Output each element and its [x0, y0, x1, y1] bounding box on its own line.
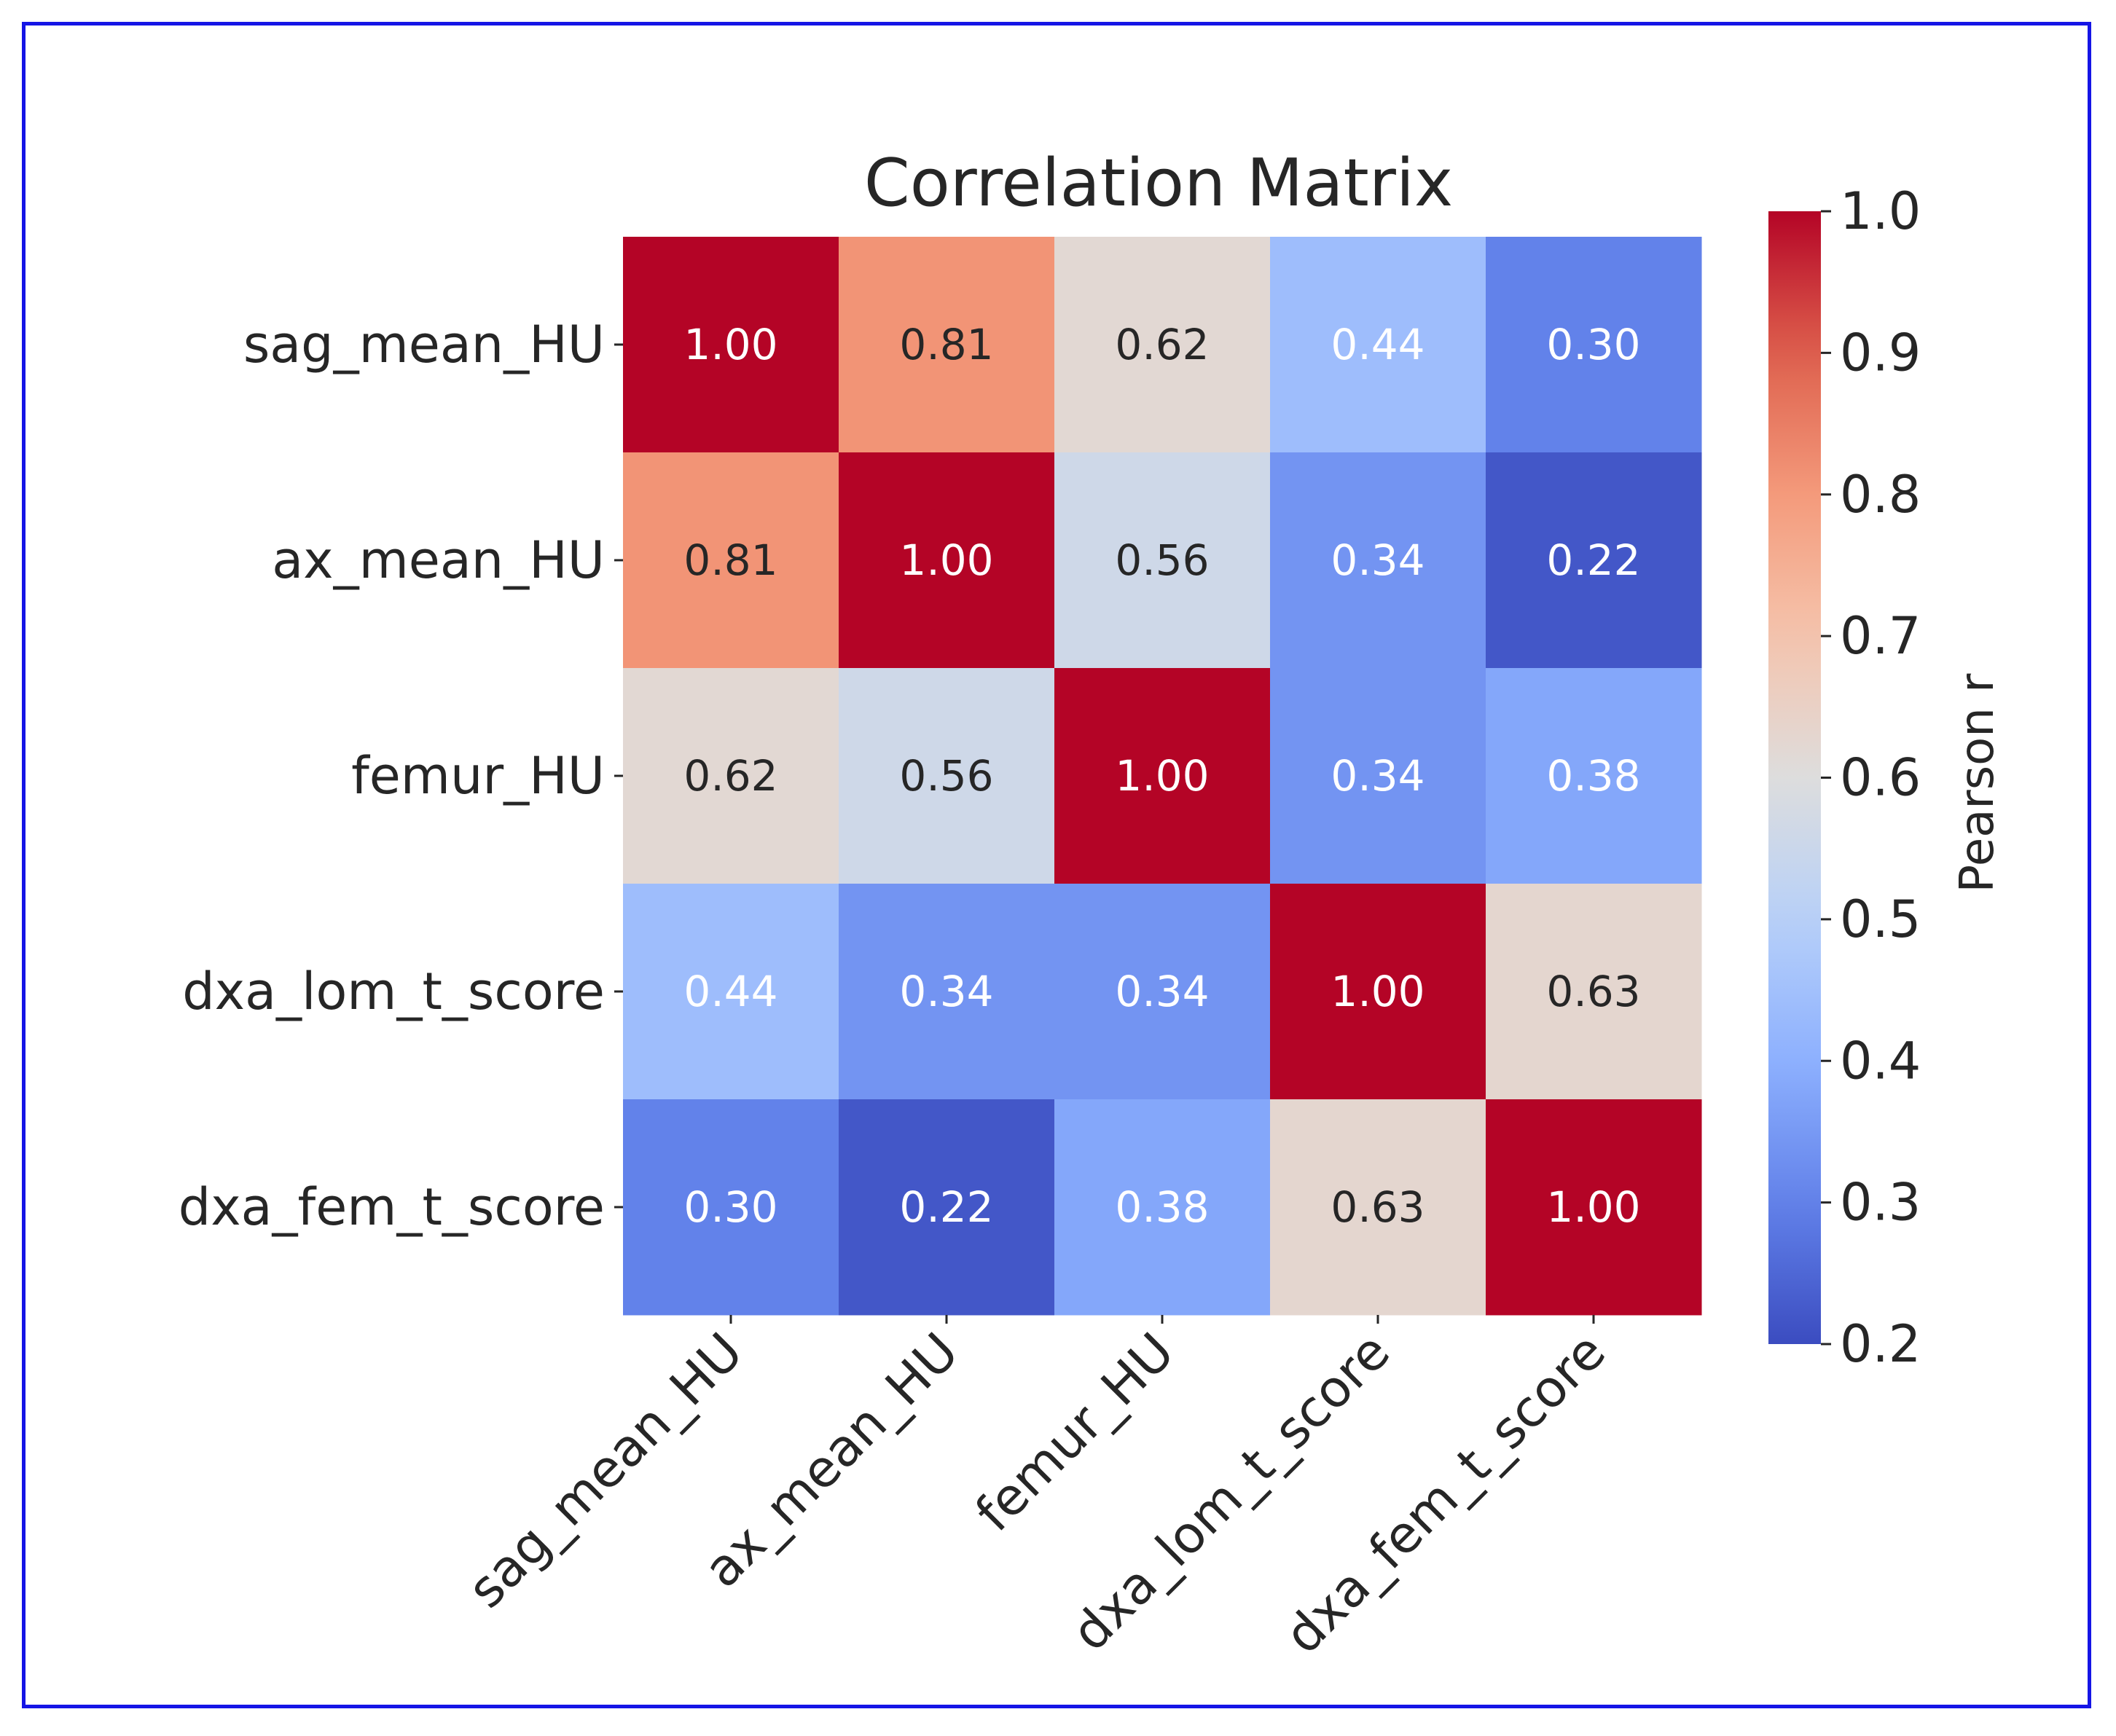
x-axis: sag_mean_HUax_mean_HUfemur_HUdxa_lom_t_s…: [456, 1315, 1617, 1665]
y-axis: sag_mean_HU ax_mean_HU femur_HU dxa_lom_t_s…: [179, 315, 623, 1237]
heatmap-cell: [1486, 1099, 1702, 1316]
colorbar-tick-label: 0.8: [1840, 465, 1921, 525]
heatmap-cell: [1270, 668, 1486, 884]
heatmap-cell: [839, 452, 1055, 669]
cell-value-label: 0.34: [1115, 967, 1209, 1016]
cell-value-label: 0.30: [683, 1182, 777, 1232]
heatmap-cells: [623, 237, 1702, 1316]
heatmap-cell: [623, 884, 839, 1100]
heatmap-cell: [1054, 237, 1271, 453]
cell-value-label: 0.34: [899, 967, 993, 1016]
cell-value-label: 0.63: [1546, 967, 1640, 1016]
cell-value-label: 0.56: [1115, 535, 1209, 585]
colorbar-label: Pearson r: [1951, 673, 2005, 893]
colorbar-tick-label: 0.2: [1840, 1314, 1921, 1374]
heatmap-cell: [1054, 1099, 1271, 1316]
heatmap-cell: [623, 668, 839, 884]
heatmap-cell: [1486, 668, 1702, 884]
colorbar: 0.2 0.3 0.4 0.5 0.6 0.7 0.8 0.9 1.0: [1768, 181, 1921, 1374]
cell-value-label: 0.30: [1546, 320, 1640, 369]
heatmap-cell: [623, 1099, 839, 1316]
heatmap-cell: [839, 1099, 1055, 1316]
colorbar-gradient: [1768, 211, 1821, 1344]
cell-value-label: 0.81: [899, 320, 993, 369]
cell-value-label: 0.44: [683, 967, 777, 1016]
cell-value-label: 1.00: [899, 535, 993, 585]
heatmap-cell: [1486, 452, 1702, 669]
cell-value-label: 0.34: [1331, 751, 1425, 801]
cell-value-label: 0.81: [683, 535, 777, 585]
cell-value-label: 0.56: [899, 751, 993, 801]
cell-value-label: 0.63: [1331, 1182, 1425, 1232]
colorbar-tick-label: 0.5: [1840, 889, 1921, 949]
cell-value-label: 0.62: [683, 751, 777, 801]
heatmap-cell: [1270, 884, 1486, 1100]
heatmap-cell: [1486, 884, 1702, 1100]
cell-value-label: 0.44: [1331, 320, 1425, 369]
cell-value-label: 1.00: [1546, 1182, 1640, 1232]
heatmap-cell: [1054, 884, 1271, 1100]
colorbar-tick-label: 0.3: [1840, 1173, 1921, 1233]
cell-value-label: 0.34: [1331, 535, 1425, 585]
colorbar-tick-label: 1.0: [1840, 181, 1921, 241]
colorbar-tick-label: 0.6: [1840, 748, 1921, 808]
cell-value-label: 0.38: [1546, 751, 1640, 801]
heatmap-cell: [623, 452, 839, 669]
y-tick-label: dxa_fem_t_score: [179, 1177, 605, 1237]
x-tick-label: femur_HU: [964, 1321, 1186, 1543]
heatmap-cell-labels: 1.00 0.81 0.62 0.44 0.30 0.81 1.00 0.56 0.34 0.22…: [683, 320, 1640, 1232]
heatmap-cell: [1270, 452, 1486, 669]
cell-value-label: 0.62: [1115, 320, 1209, 369]
heatmap-cell: [839, 884, 1055, 1100]
cell-value-label: 0.22: [1546, 535, 1640, 585]
y-tick-label: sag_mean_HU: [243, 315, 605, 374]
heatmap-cell: [839, 668, 1055, 884]
heatmap-cell: [1486, 237, 1702, 453]
heatmap-cell: [1054, 668, 1271, 884]
heatmap-cell: [623, 237, 839, 453]
heatmap-cell: [1270, 1099, 1486, 1316]
heatmap-cell: [1054, 452, 1271, 669]
colorbar-tick-label: 0.9: [1840, 323, 1921, 382]
heatmap-cell: [1270, 237, 1486, 453]
heatmap-cell: [839, 237, 1055, 453]
y-tick-label: femur_HU: [351, 746, 605, 806]
cell-value-label: 0.38: [1115, 1182, 1209, 1232]
cell-value-label: 1.00: [1331, 967, 1425, 1016]
chart-title: Correlation Matrix: [864, 145, 1453, 221]
y-tick-label: ax_mean_HU: [272, 530, 605, 590]
cell-value-label: 0.22: [899, 1182, 993, 1232]
cell-value-label: 1.00: [1115, 751, 1209, 801]
colorbar-tick-label: 0.7: [1840, 606, 1921, 666]
cell-value-label: 1.00: [683, 320, 777, 369]
y-tick-label: dxa_lom_t_score: [182, 962, 605, 1021]
colorbar-tick-label: 0.4: [1840, 1031, 1921, 1091]
